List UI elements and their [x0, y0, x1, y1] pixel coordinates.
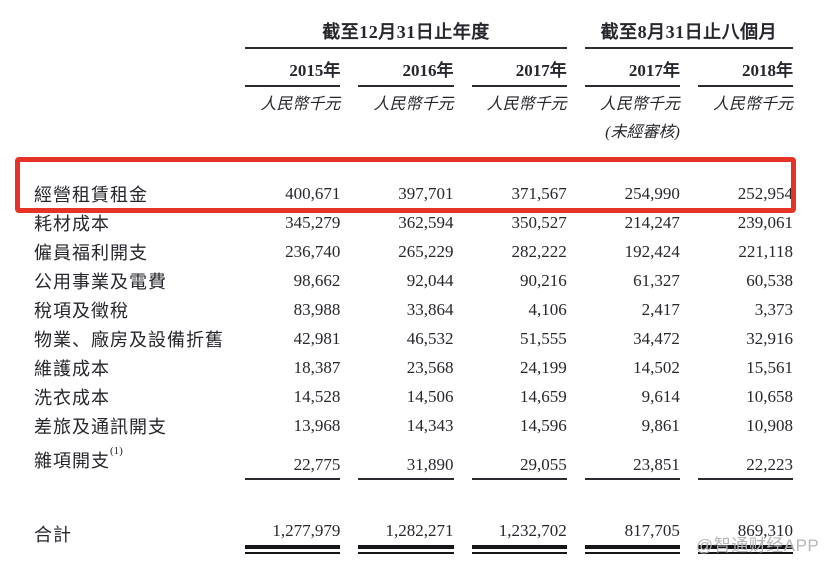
- table-row: 物業、廠房及設備折舊 42,981 46,532 51,555 34,472 3…: [34, 324, 793, 353]
- cell-value: 221,118: [738, 241, 793, 261]
- table-row: 耗材成本 345,279 362,594 350,527 214,247 239…: [34, 208, 793, 237]
- total-value: 869,310: [737, 521, 793, 540]
- cell-value: 42,981: [293, 328, 341, 348]
- row-label: 維護成本: [34, 358, 110, 379]
- cell-value: 397,701: [398, 183, 454, 203]
- double-rule: [471, 545, 567, 554]
- cell-value: 4,106: [528, 299, 567, 319]
- row-label: 耗材成本: [34, 213, 110, 234]
- row-label: 稅項及徵稅: [34, 300, 129, 321]
- total-value: 1,277,979: [272, 521, 341, 540]
- cell-value: 9,861: [641, 415, 680, 435]
- year-header-2015: 2015年: [245, 56, 341, 87]
- row-label: 物業、廠房及設備折舊: [34, 329, 224, 350]
- table-row: 僱員福利開支 236,740 265,229 282,222 192,424 2…: [34, 237, 793, 266]
- cell-value: 14,528: [293, 386, 341, 406]
- year-header-2017-8m: 2017年: [584, 56, 680, 87]
- table-row: 經營租賃租金 400,671 397,701 371,567 254,990 2…: [34, 179, 793, 208]
- table-row: 雜項開支(1) 22,775 31,890 29,055 23,851 22,2…: [34, 440, 793, 480]
- year-header-2018-8m: 2018年: [697, 56, 793, 87]
- expense-table: 截至12月31日止年度 截至8月31日止八個月 2015年 2016年 2017…: [34, 16, 793, 563]
- table-row: 維護成本 18,387 23,568 24,199 14,502 15,561: [34, 353, 793, 382]
- unit-header: 人民幣千元: [260, 96, 341, 113]
- cell-value: 362,594: [398, 212, 454, 232]
- cell-value: 236,740: [285, 241, 341, 261]
- row-label: 差旅及通訊開支: [34, 416, 167, 437]
- cell-value: 14,659: [519, 386, 567, 406]
- cell-value: 32,916: [746, 328, 793, 348]
- row-label: 公用事業及電費: [34, 271, 167, 292]
- total-value: 1,282,271: [385, 521, 454, 540]
- row-label: 雜項開支: [34, 451, 110, 471]
- cell-value: 265,229: [398, 241, 454, 261]
- table-row: 稅項及徵稅 83,988 33,864 4,106 2,417 3,373: [34, 295, 793, 324]
- unit-header: 人民幣千元: [599, 96, 680, 113]
- total-label: 合計: [34, 525, 72, 545]
- column-group-annual: 截至12月31日止年度: [245, 18, 567, 49]
- cell-value: 23,851: [584, 455, 680, 480]
- cell-value: 98,662: [293, 270, 341, 290]
- cell-value: 90,216: [519, 270, 567, 290]
- cell-value: 254,990: [624, 183, 680, 203]
- year-header-2016: 2016年: [358, 56, 454, 87]
- cell-value: 10,658: [746, 386, 793, 406]
- cell-value: 15,561: [746, 357, 793, 377]
- cell-value: 23,568: [406, 357, 454, 377]
- column-group-eight-months: 截至8月31日止八個月: [584, 18, 793, 49]
- cell-value: 60,538: [746, 270, 793, 290]
- cell-value: 31,890: [358, 455, 454, 480]
- cell-value: 83,988: [293, 299, 341, 319]
- total-value: 817,705: [624, 521, 680, 540]
- unaudited-note: (未經審核): [605, 124, 680, 141]
- cell-value: 214,247: [624, 212, 680, 232]
- double-rule: [358, 545, 454, 554]
- cell-value: 3,373: [754, 299, 793, 319]
- footnote-marker: (1): [110, 445, 123, 457]
- double-rule: [245, 545, 341, 554]
- cell-value: 14,596: [519, 415, 567, 435]
- cell-value: 61,327: [633, 270, 680, 290]
- cell-value: 371,567: [511, 183, 567, 203]
- cell-value: 239,061: [737, 212, 793, 232]
- cell-value: 252,954: [737, 183, 793, 203]
- cell-value: 18,387: [293, 357, 341, 377]
- cell-value: 9,614: [641, 386, 680, 406]
- row-label: 經營租賃租金: [34, 184, 148, 205]
- double-rule: [697, 545, 793, 554]
- cell-value: 92,044: [406, 270, 454, 290]
- cell-value: 29,055: [471, 455, 567, 480]
- cell-value: 24,199: [519, 357, 567, 377]
- cell-value: 22,775: [245, 455, 341, 480]
- cell-value: 14,502: [633, 357, 680, 377]
- cell-value: 14,506: [406, 386, 454, 406]
- cell-value: 350,527: [511, 212, 567, 232]
- unit-header: 人民幣千元: [373, 96, 454, 113]
- double-rule: [584, 545, 680, 554]
- table-row: 洗衣成本 14,528 14,506 14,659 9,614 10,658: [34, 382, 793, 411]
- cell-value: 46,532: [406, 328, 454, 348]
- table-row: 差旅及通訊開支 13,968 14,343 14,596 9,861 10,90…: [34, 411, 793, 440]
- cell-value: 400,671: [285, 183, 341, 203]
- cell-value: 14,343: [406, 415, 454, 435]
- table-row: 公用事業及電費 98,662 92,044 90,216 61,327 60,5…: [34, 266, 793, 295]
- row-label: 僱員福利開支: [34, 242, 148, 263]
- cell-value: 192,424: [624, 241, 680, 261]
- watermark: @智通财经APP: [696, 536, 820, 555]
- cell-value: 10,908: [746, 415, 793, 435]
- cell-value: 282,222: [511, 241, 567, 261]
- total-value: 1,232,702: [498, 521, 567, 540]
- row-label: 洗衣成本: [34, 387, 110, 408]
- unit-header: 人民幣千元: [486, 96, 567, 113]
- cell-value: 51,555: [519, 328, 567, 348]
- cell-value: 13,968: [293, 415, 341, 435]
- year-header-2017: 2017年: [471, 56, 567, 87]
- cell-value: 22,223: [697, 455, 793, 480]
- total-row: 合計 1,277,979 1,282,271 1,232,702 817,705…: [34, 518, 793, 563]
- cell-value: 34,472: [633, 328, 680, 348]
- unit-header: 人民幣千元: [712, 96, 793, 113]
- cell-value: 2,417: [641, 299, 680, 319]
- cell-value: 33,864: [406, 299, 454, 319]
- cell-value: 345,279: [285, 212, 341, 232]
